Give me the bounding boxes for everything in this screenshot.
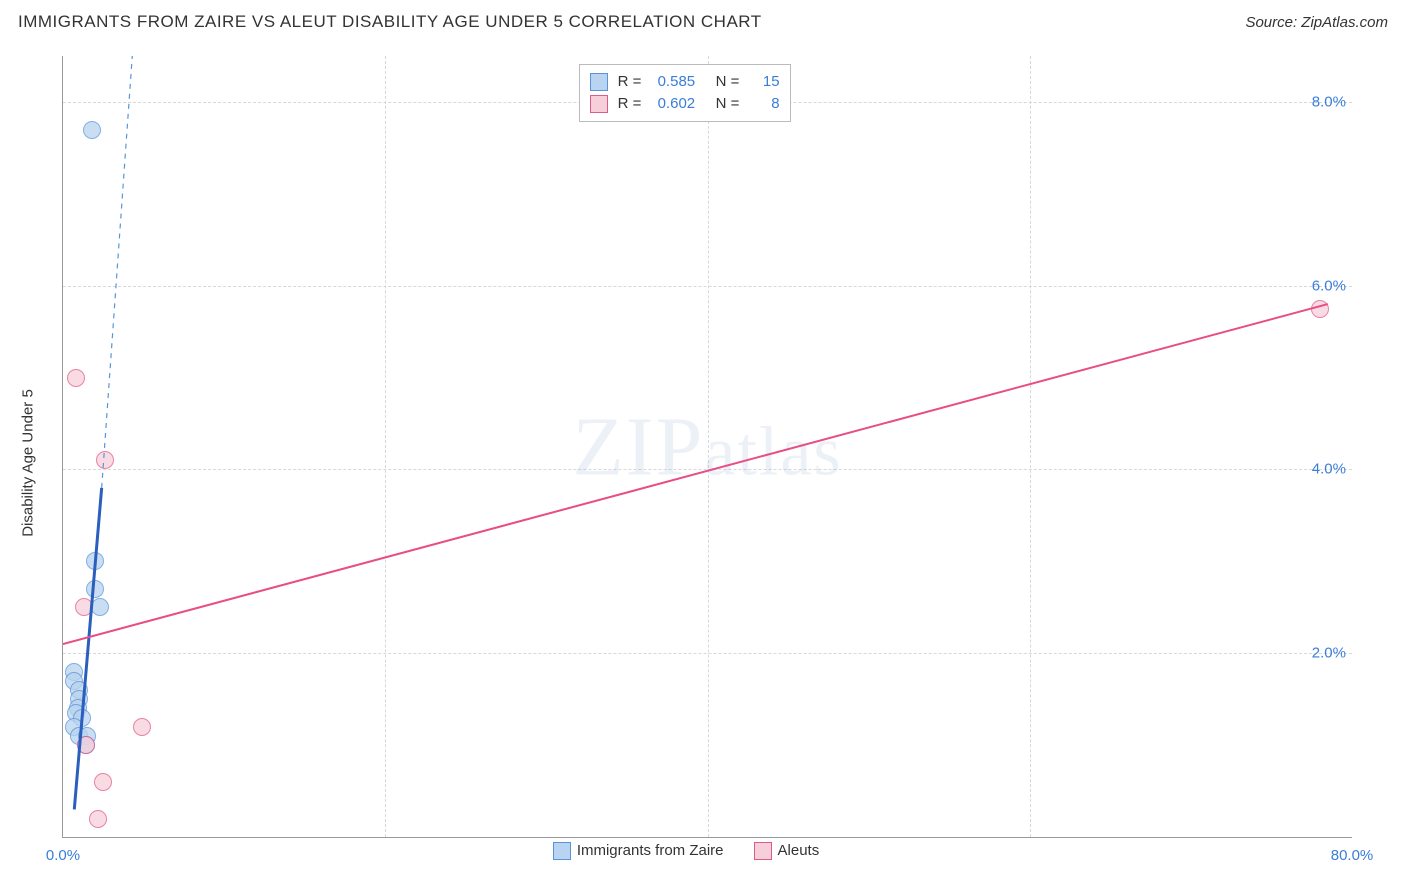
legend-n-label: N = [716, 95, 746, 112]
legend-n-value: 15 [756, 73, 780, 90]
data-point [75, 598, 93, 616]
legend-swatch-icon [754, 842, 772, 860]
data-point [94, 773, 112, 791]
y-tick-label: 6.0% [1312, 277, 1346, 294]
legend-item: Aleuts [754, 842, 820, 860]
chart-container: Disability Age Under 5 ZIPatlas 2.0%4.0%… [10, 44, 1396, 882]
gridline-v [385, 56, 386, 837]
data-point [1311, 300, 1329, 318]
data-point [83, 121, 101, 139]
y-tick-label: 4.0% [1312, 461, 1346, 478]
data-point [77, 736, 95, 754]
y-tick-label: 2.0% [1312, 645, 1346, 662]
legend-r-label: R = [618, 73, 648, 90]
legend-swatch-icon [590, 95, 608, 113]
y-axis-label: Disability Age Under 5 [20, 389, 37, 537]
gridline-v [1030, 56, 1031, 837]
legend-r-value: 0.602 [658, 95, 706, 112]
page-title: IMMIGRANTS FROM ZAIRE VS ALEUT DISABILIT… [18, 12, 762, 32]
legend-r-value: 0.585 [658, 73, 706, 90]
y-tick-label: 8.0% [1312, 93, 1346, 110]
data-point [86, 552, 104, 570]
legend-n-value: 8 [756, 95, 780, 112]
data-point [133, 718, 151, 736]
legend-series: Immigrants from Zaire Aleuts [553, 842, 819, 860]
x-tick-label: 80.0% [1331, 847, 1374, 864]
legend-n-label: N = [716, 73, 746, 90]
legend-stats: R = 0.585 N = 15 R = 0.602 N = 8 [579, 64, 791, 122]
data-point [96, 451, 114, 469]
legend-r-label: R = [618, 95, 648, 112]
gridline-v [708, 56, 709, 837]
legend-item-label: Aleuts [778, 842, 820, 859]
x-tick-label: 0.0% [46, 847, 80, 864]
legend-row: R = 0.585 N = 15 [590, 71, 780, 93]
legend-item-label: Immigrants from Zaire [577, 842, 724, 859]
header: IMMIGRANTS FROM ZAIRE VS ALEUT DISABILIT… [0, 0, 1406, 44]
data-point [86, 580, 104, 598]
legend-row: R = 0.602 N = 8 [590, 93, 780, 115]
legend-item: Immigrants from Zaire [553, 842, 724, 860]
legend-swatch-icon [590, 73, 608, 91]
data-point [91, 598, 109, 616]
plot-area: ZIPatlas 2.0%4.0%6.0%8.0%0.0%80.0%R =0.5… [62, 56, 1352, 838]
legend-swatch-icon [553, 842, 571, 860]
data-point [89, 810, 107, 828]
data-point [67, 369, 85, 387]
source-label: Source: ZipAtlas.com [1245, 14, 1388, 31]
